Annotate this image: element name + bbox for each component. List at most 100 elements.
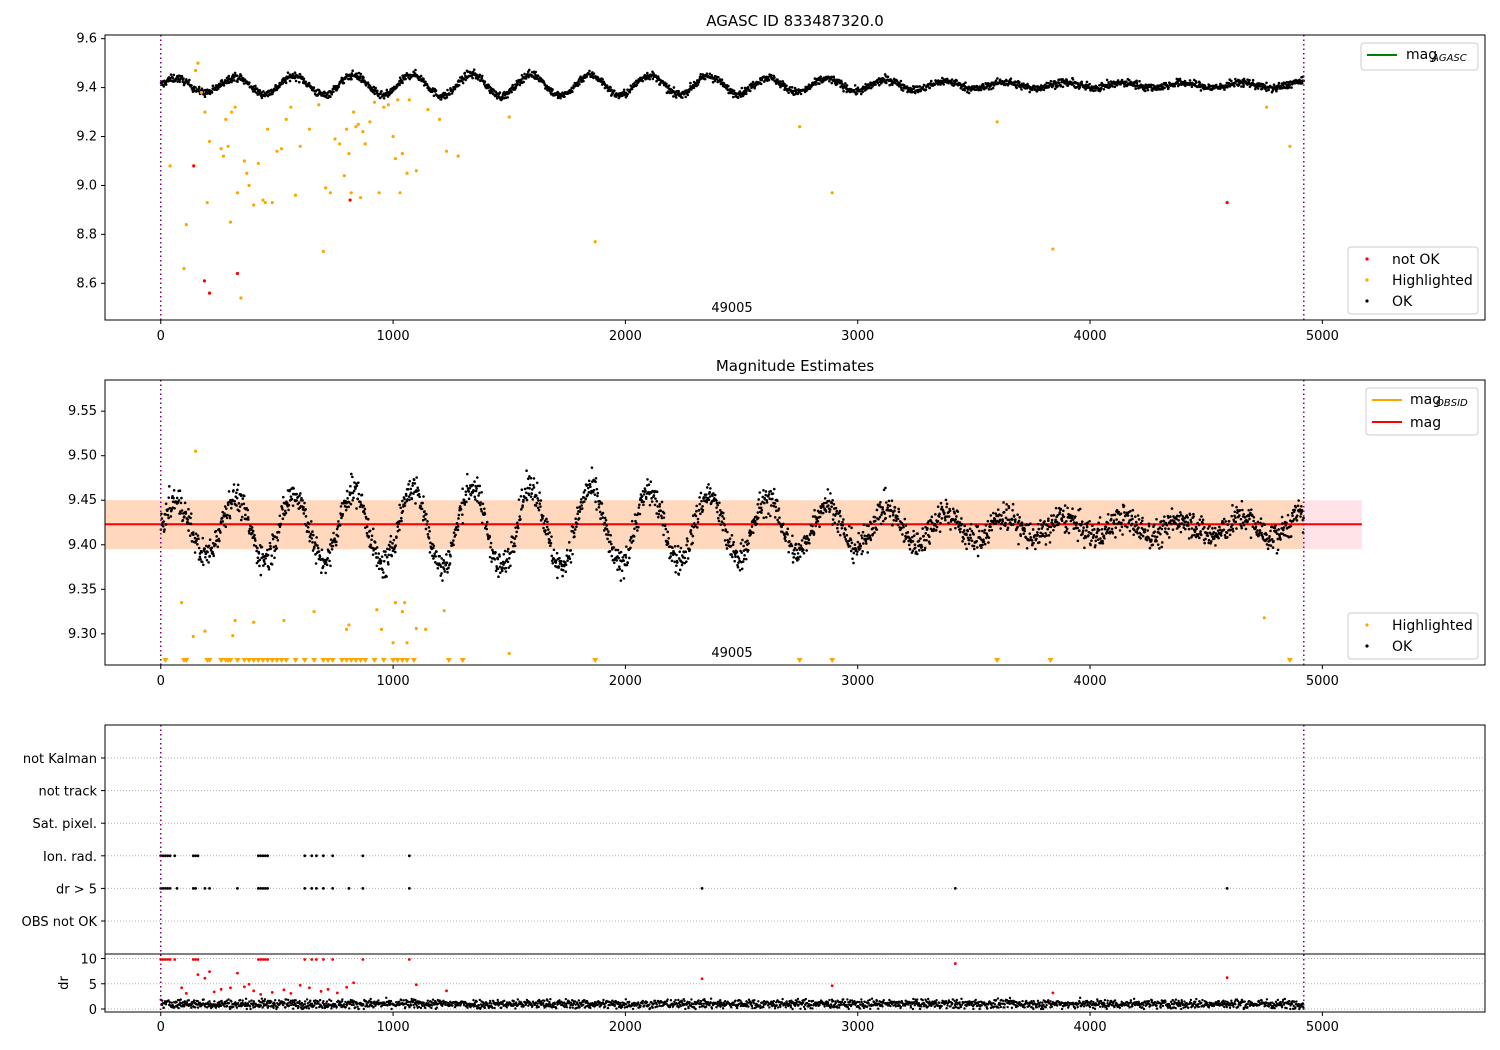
ok-point — [1076, 539, 1080, 543]
ok-point — [1265, 81, 1268, 85]
ok-point — [625, 563, 629, 567]
ok-point — [866, 551, 870, 554]
ok-point — [626, 92, 629, 96]
ok-point — [262, 560, 266, 563]
ok-point — [506, 550, 509, 553]
ok-point — [970, 529, 974, 533]
ok-point — [371, 553, 375, 556]
ok-point — [1099, 537, 1102, 540]
ok-point — [1087, 534, 1090, 537]
ok-point — [739, 95, 743, 98]
ok-point — [207, 561, 210, 564]
ok-point — [164, 83, 168, 86]
ok-point — [1155, 517, 1158, 521]
ok-point — [471, 70, 475, 74]
ok-point — [256, 556, 260, 560]
ok-point — [1167, 86, 1170, 89]
ok-point — [355, 507, 358, 510]
ok-point — [648, 503, 652, 507]
highlighted-point — [298, 144, 302, 148]
ok-point — [662, 511, 666, 515]
legend-highlighted-label: Highlighted — [1392, 273, 1473, 289]
ok-point — [377, 552, 381, 555]
ok-point — [342, 81, 346, 85]
ok-point — [748, 89, 752, 93]
ok-point — [1120, 525, 1124, 529]
ok-point — [335, 527, 339, 531]
ok-point — [859, 544, 863, 548]
ok-point — [860, 552, 863, 556]
ok-point — [857, 531, 860, 535]
ok-point — [924, 88, 928, 91]
ok-point — [849, 549, 853, 553]
ok-point — [759, 82, 763, 86]
ok-point — [341, 513, 345, 516]
ok-point — [335, 540, 338, 544]
ok-point — [545, 517, 548, 521]
ok-point — [944, 498, 948, 502]
ok-point — [1150, 538, 1153, 542]
ok-point — [179, 511, 183, 515]
ok-point — [446, 570, 449, 574]
ok-point — [1125, 80, 1128, 83]
ok-point — [662, 533, 665, 537]
ok-point — [269, 547, 273, 550]
ok-point — [823, 497, 827, 500]
ok-point — [1100, 527, 1104, 531]
ok-point — [446, 88, 449, 92]
ok-point — [180, 74, 184, 78]
ok-point — [403, 497, 406, 501]
ok-point — [791, 561, 795, 564]
highlighted-point — [1288, 144, 1292, 148]
ok-point — [741, 560, 745, 563]
ok-point — [395, 85, 399, 88]
ok-point — [667, 84, 671, 87]
ok-point — [228, 80, 231, 84]
ok-point — [881, 519, 885, 523]
ok-point — [407, 483, 410, 486]
highlighted-point — [207, 139, 212, 144]
ok-point — [653, 503, 657, 507]
ok-point — [987, 529, 991, 532]
ok-point — [398, 76, 402, 79]
ok-point — [314, 562, 318, 565]
ok-point — [807, 538, 811, 542]
ok-point — [428, 529, 431, 533]
ok-point — [1130, 514, 1134, 518]
ok-point — [161, 83, 164, 86]
ok-point — [344, 508, 348, 512]
ok-point — [406, 487, 410, 491]
ok-point — [204, 555, 207, 559]
ok-point — [391, 542, 394, 545]
ok-point — [1062, 509, 1065, 513]
ok-point — [459, 508, 463, 511]
ok-point — [983, 531, 986, 534]
highlighted-point — [307, 127, 312, 131]
ok-point — [756, 511, 760, 514]
ok-point — [786, 533, 789, 536]
ok-point — [208, 554, 211, 558]
ok-point — [263, 562, 267, 566]
ok-point — [612, 546, 616, 549]
ok-point — [237, 502, 241, 505]
ok-point — [847, 524, 851, 528]
ok-point — [519, 494, 523, 498]
ok-point — [731, 95, 735, 99]
ok-point — [679, 93, 683, 97]
ok-point — [301, 499, 304, 502]
ok-point — [424, 80, 427, 84]
ok-point — [486, 86, 490, 90]
highlighted-point — [321, 249, 325, 254]
ok-point — [328, 551, 332, 554]
ok-point — [448, 93, 451, 96]
ok-point — [788, 540, 791, 543]
ok-point — [538, 491, 541, 494]
ok-point — [420, 507, 424, 511]
ok-point — [324, 571, 327, 575]
ok-point — [1122, 504, 1126, 508]
ok-point — [675, 553, 678, 557]
ok-point — [599, 517, 602, 521]
ok-point — [642, 503, 645, 507]
ok-point — [609, 533, 612, 537]
ok-point — [299, 492, 302, 495]
